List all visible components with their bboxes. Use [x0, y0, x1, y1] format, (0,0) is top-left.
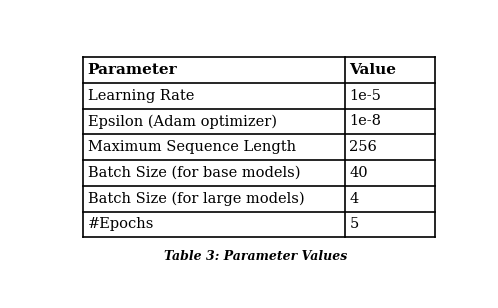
Text: 1e-8: 1e-8 — [349, 115, 381, 128]
Text: Maximum Sequence Length: Maximum Sequence Length — [88, 140, 296, 154]
Text: 40: 40 — [349, 166, 368, 180]
Text: Value: Value — [349, 63, 396, 77]
Text: #Epochs: #Epochs — [88, 217, 154, 232]
Text: Epsilon (Adam optimizer): Epsilon (Adam optimizer) — [88, 114, 277, 129]
Text: Table 3: Parameter Values: Table 3: Parameter Values — [164, 250, 347, 263]
Text: 256: 256 — [349, 140, 377, 154]
Text: Learning Rate: Learning Rate — [88, 89, 194, 103]
Text: Batch Size (for large models): Batch Size (for large models) — [88, 192, 304, 206]
Text: Batch Size (for base models): Batch Size (for base models) — [88, 166, 300, 180]
Text: 5: 5 — [349, 217, 359, 232]
Text: Parameter: Parameter — [88, 63, 177, 77]
Text: 1e-5: 1e-5 — [349, 89, 381, 103]
Text: 4: 4 — [349, 192, 359, 206]
